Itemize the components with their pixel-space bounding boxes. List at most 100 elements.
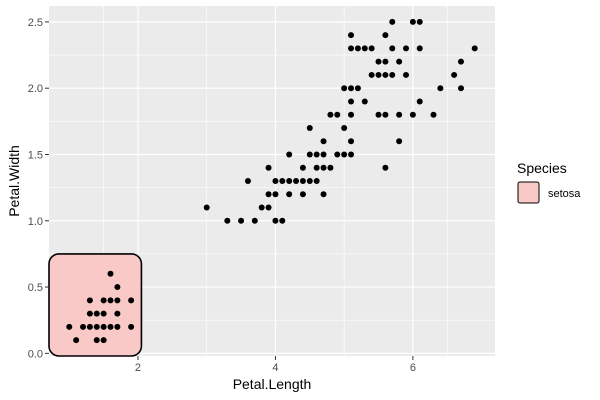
- data-point: [238, 217, 245, 224]
- y-tick-label: 0.0: [28, 348, 43, 360]
- data-point: [320, 191, 327, 198]
- data-point: [327, 164, 334, 171]
- data-point: [327, 111, 334, 118]
- data-point: [306, 124, 313, 131]
- data-point: [93, 323, 100, 330]
- data-point: [100, 297, 107, 304]
- data-point: [100, 337, 107, 344]
- data-point: [396, 111, 403, 118]
- data-point: [382, 32, 389, 39]
- data-point: [389, 71, 396, 78]
- data-point: [416, 98, 423, 105]
- data-point: [403, 45, 410, 52]
- data-point: [272, 217, 279, 224]
- data-point: [348, 138, 355, 145]
- data-point: [348, 85, 355, 92]
- data-point: [409, 111, 416, 118]
- y-tick-label: 1.5: [28, 149, 43, 161]
- data-point: [299, 191, 306, 198]
- data-point: [73, 337, 80, 344]
- data-point: [471, 45, 478, 52]
- data-point: [382, 111, 389, 118]
- data-point: [389, 45, 396, 52]
- data-point: [93, 337, 100, 344]
- x-tick-label: 2: [135, 362, 141, 374]
- data-point: [348, 111, 355, 118]
- data-points: [66, 18, 478, 344]
- data-point: [306, 178, 313, 184]
- data-point: [348, 45, 355, 52]
- data-point: [341, 124, 348, 131]
- y-tick-label: 2.0: [28, 83, 43, 95]
- data-point: [80, 323, 87, 330]
- data-point: [375, 58, 382, 65]
- data-point: [348, 151, 355, 158]
- data-point: [382, 164, 389, 171]
- data-point: [86, 310, 93, 317]
- y-tick-label: 0.5: [28, 282, 43, 294]
- data-point: [286, 178, 293, 184]
- data-point: [93, 310, 100, 317]
- data-point: [416, 18, 423, 25]
- data-point: [66, 323, 73, 330]
- legend-label-setosa: setosa: [548, 188, 581, 200]
- data-point: [100, 310, 107, 317]
- data-point: [224, 217, 231, 224]
- data-point: [320, 151, 327, 158]
- x-axis-title: Petal.Length: [233, 376, 312, 392]
- data-point: [403, 71, 410, 78]
- data-point: [299, 164, 306, 171]
- data-point: [244, 178, 251, 184]
- data-point: [313, 151, 320, 158]
- data-point: [430, 111, 437, 118]
- data-point: [107, 297, 114, 304]
- data-point: [457, 85, 464, 92]
- data-point: [279, 178, 286, 184]
- data-point: [313, 164, 320, 171]
- data-point: [409, 18, 416, 25]
- data-point: [382, 58, 389, 65]
- data-point: [341, 85, 348, 92]
- data-point: [382, 71, 389, 78]
- data-point: [272, 178, 279, 184]
- y-tick-label: 1.0: [28, 216, 43, 228]
- data-point: [86, 297, 93, 304]
- data-point: [457, 58, 464, 65]
- data-point: [375, 71, 382, 78]
- legend-title: Species: [517, 160, 567, 176]
- data-point: [320, 138, 327, 145]
- data-point: [100, 323, 107, 330]
- data-point: [354, 85, 361, 92]
- data-point: [348, 98, 355, 105]
- data-point: [265, 164, 272, 171]
- data-point: [361, 98, 368, 105]
- data-point: [306, 151, 313, 158]
- data-point: [86, 323, 93, 330]
- data-point: [265, 204, 272, 211]
- data-point: [320, 164, 327, 171]
- data-point: [251, 217, 258, 224]
- y-axis-ticks: 0.0 0.5 1.0 1.5 2.0 2.5: [28, 17, 49, 360]
- minor-gridlines: [49, 6, 495, 356]
- y-tick-label: 2.5: [28, 17, 43, 29]
- data-point: [107, 323, 114, 330]
- data-point: [451, 71, 458, 78]
- data-point: [334, 111, 341, 118]
- data-point: [272, 191, 279, 198]
- data-point: [334, 151, 341, 158]
- data-point: [368, 45, 375, 52]
- data-point: [114, 310, 121, 317]
- data-point: [368, 71, 375, 78]
- x-axis-ticks: 2 4 6: [135, 356, 416, 374]
- data-point: [416, 45, 423, 52]
- data-point: [114, 323, 121, 330]
- data-point: [396, 58, 403, 65]
- y-axis-title: Petal.Width: [6, 145, 22, 217]
- data-point: [396, 138, 403, 145]
- data-point: [279, 217, 286, 224]
- legend-key-setosa: [517, 181, 540, 204]
- data-point: [354, 45, 361, 52]
- data-point: [114, 284, 121, 291]
- data-point: [128, 323, 135, 330]
